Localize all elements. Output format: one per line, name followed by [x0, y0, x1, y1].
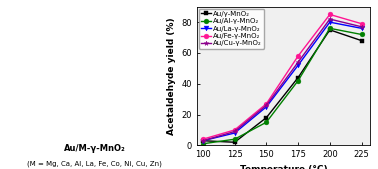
- Au/Fe-γ-MnO₂: [328, 14, 332, 16]
- Line: Au/Fe-γ-MnO₂: Au/Fe-γ-MnO₂: [200, 12, 364, 142]
- Legend: Au/γ-MnO₂, Au/Al-γ-MnO₂, Au/La-γ-MnO₂, Au/Fe-γ-MnO₂, Au/Cu-γ-MnO₂: Au/γ-MnO₂, Au/Al-γ-MnO₂, Au/La-γ-MnO₂, A…: [199, 9, 264, 49]
- Au/γ-MnO₂: [232, 141, 237, 143]
- Au/Fe-γ-MnO₂: [359, 23, 364, 25]
- X-axis label: Temperature (°C): Temperature (°C): [240, 165, 327, 169]
- Au/Fe-γ-MnO₂: [232, 129, 237, 131]
- Line: Au/Al-γ-MnO₂: Au/Al-γ-MnO₂: [200, 26, 364, 146]
- Au/Cu-γ-MnO₂: [232, 130, 237, 132]
- Au/γ-MnO₂: [264, 117, 269, 119]
- Au/Cu-γ-MnO₂: [328, 18, 332, 20]
- Au/Cu-γ-MnO₂: [264, 104, 269, 106]
- Au/Fe-γ-MnO₂: [201, 138, 205, 140]
- Au/La-γ-MnO₂: [264, 106, 269, 108]
- Au/La-γ-MnO₂: [296, 64, 301, 66]
- Au/γ-MnO₂: [359, 40, 364, 42]
- Au/Al-γ-MnO₂: [232, 138, 237, 140]
- Au/La-γ-MnO₂: [201, 140, 205, 142]
- Line: Au/La-γ-MnO₂: Au/La-γ-MnO₂: [200, 20, 364, 143]
- Line: Au/Cu-γ-MnO₂: Au/Cu-γ-MnO₂: [200, 17, 364, 143]
- Au/Al-γ-MnO₂: [264, 121, 269, 123]
- Au/Cu-γ-MnO₂: [359, 26, 364, 28]
- Au/La-γ-MnO₂: [232, 132, 237, 134]
- Y-axis label: Acetaldehyde yield (%): Acetaldehyde yield (%): [167, 17, 175, 135]
- Text: Au/M-γ-MnO₂: Au/M-γ-MnO₂: [64, 144, 125, 153]
- Au/Fe-γ-MnO₂: [296, 55, 301, 57]
- Au/γ-MnO₂: [296, 77, 301, 79]
- Au/Al-γ-MnO₂: [328, 27, 332, 29]
- Au/Cu-γ-MnO₂: [201, 140, 205, 142]
- Au/Cu-γ-MnO₂: [296, 61, 301, 63]
- Text: (M = Mg, Ca, Al, La, Fe, Co, Ni, Cu, Zn): (M = Mg, Ca, Al, La, Fe, Co, Ni, Cu, Zn): [27, 161, 162, 167]
- Au/La-γ-MnO₂: [359, 27, 364, 29]
- Au/La-γ-MnO₂: [328, 21, 332, 23]
- Au/γ-MnO₂: [201, 140, 205, 142]
- Au/Al-γ-MnO₂: [201, 143, 205, 145]
- Au/Fe-γ-MnO₂: [264, 103, 269, 105]
- Au/Al-γ-MnO₂: [296, 80, 301, 82]
- Au/γ-MnO₂: [328, 29, 332, 31]
- Line: Au/γ-MnO₂: Au/γ-MnO₂: [200, 27, 364, 145]
- Au/Al-γ-MnO₂: [359, 33, 364, 35]
